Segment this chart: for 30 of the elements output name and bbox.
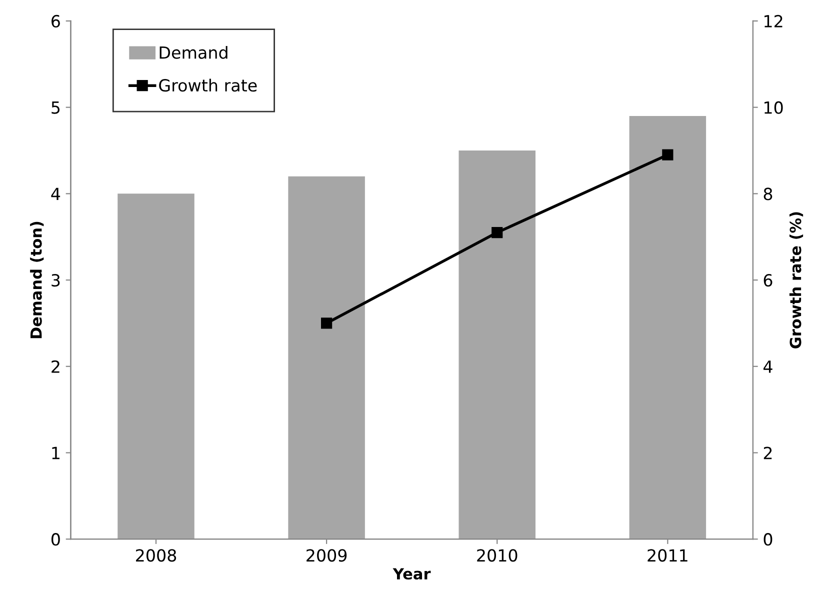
- y2-tick-label: 8: [764, 188, 772, 200]
- y-tick-label: 5: [52, 102, 60, 114]
- point: [662, 149, 674, 160]
- x-axis-title: Year: [392, 568, 431, 580]
- y2-axis-title: Growth rate (%): [789, 212, 804, 348]
- legend-label: Growth rate: [159, 78, 257, 92]
- bar: [458, 150, 536, 540]
- point: [321, 318, 332, 329]
- y2-tick-label: 2: [764, 446, 772, 460]
- y2-tick-label: 4: [763, 360, 772, 373]
- y2-tick-label: 12: [764, 14, 782, 28]
- point: [492, 226, 503, 238]
- y-axis-title: Demand (ton): [30, 222, 44, 338]
- bar: [288, 176, 365, 540]
- legend-label: Demand: [160, 46, 228, 59]
- y-tick-label: 4: [51, 188, 60, 200]
- bar: [118, 194, 194, 540]
- y-tick-label: 3: [52, 274, 60, 287]
- y-tick-label: 2: [52, 360, 60, 373]
- y2-tick-label: 10: [764, 101, 783, 114]
- y2-tick-label: 0: [764, 533, 772, 546]
- x-tick-label: 2009: [306, 549, 347, 562]
- x-tick-label: 2008: [136, 549, 176, 562]
- y2-tick-label: 6: [764, 274, 772, 287]
- x-tick-label: 2010: [477, 549, 518, 562]
- y-tick-label: 1: [52, 446, 60, 460]
- x-tick-label: 2011: [648, 549, 688, 562]
- y-tick-label: 6: [52, 14, 60, 28]
- bar: [629, 116, 706, 540]
- y-tick-label: 0: [51, 533, 60, 546]
